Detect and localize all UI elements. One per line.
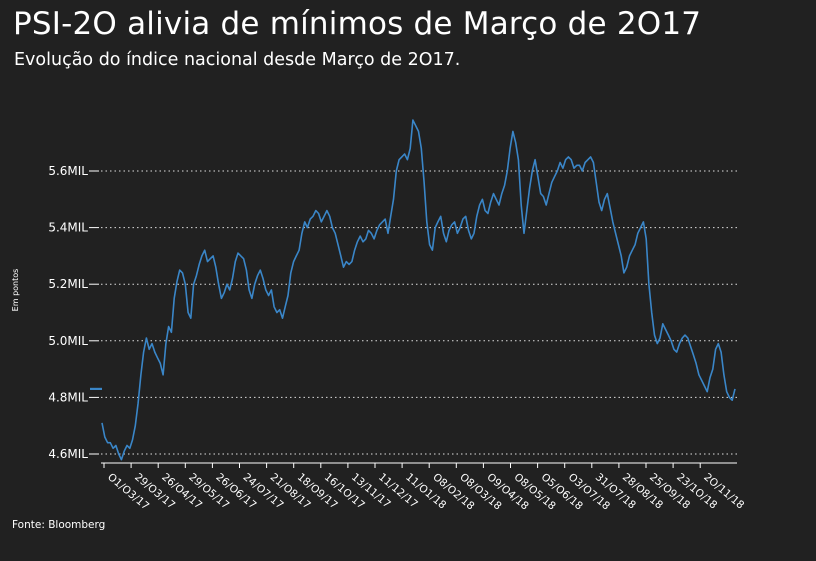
y-tick-label: 5.2MIL <box>48 277 88 291</box>
y-tick-label: 4.6MIL <box>48 447 88 461</box>
y-tick-label: 5.0MIL <box>48 334 88 348</box>
chart-title: PSI-2O alivia de mínimos de Março de 2O1… <box>13 6 702 42</box>
y-tick-label: 5.6MIL <box>48 164 88 178</box>
y-axis-ticks: 4.6MIL 4.8MIL 5.0MIL 5.2MIL 5.4MIL 5.6MIL <box>48 164 99 461</box>
gridlines <box>101 170 737 455</box>
series-line <box>101 119 736 461</box>
y-axis-label: Em pontos <box>11 269 20 312</box>
chart-subtitle: Evolução do índice nacional desde Março … <box>14 50 461 70</box>
series-layer <box>90 119 736 461</box>
y-tick-label: 5.4MIL <box>48 221 88 235</box>
x-axis: O1/O3/1729/O3/1726/O4/1729/O5/1726/O6/17… <box>101 462 746 513</box>
source-note: Fonte: Bloomberg <box>12 519 106 531</box>
y-tick-label: 4.8MIL <box>48 390 88 404</box>
